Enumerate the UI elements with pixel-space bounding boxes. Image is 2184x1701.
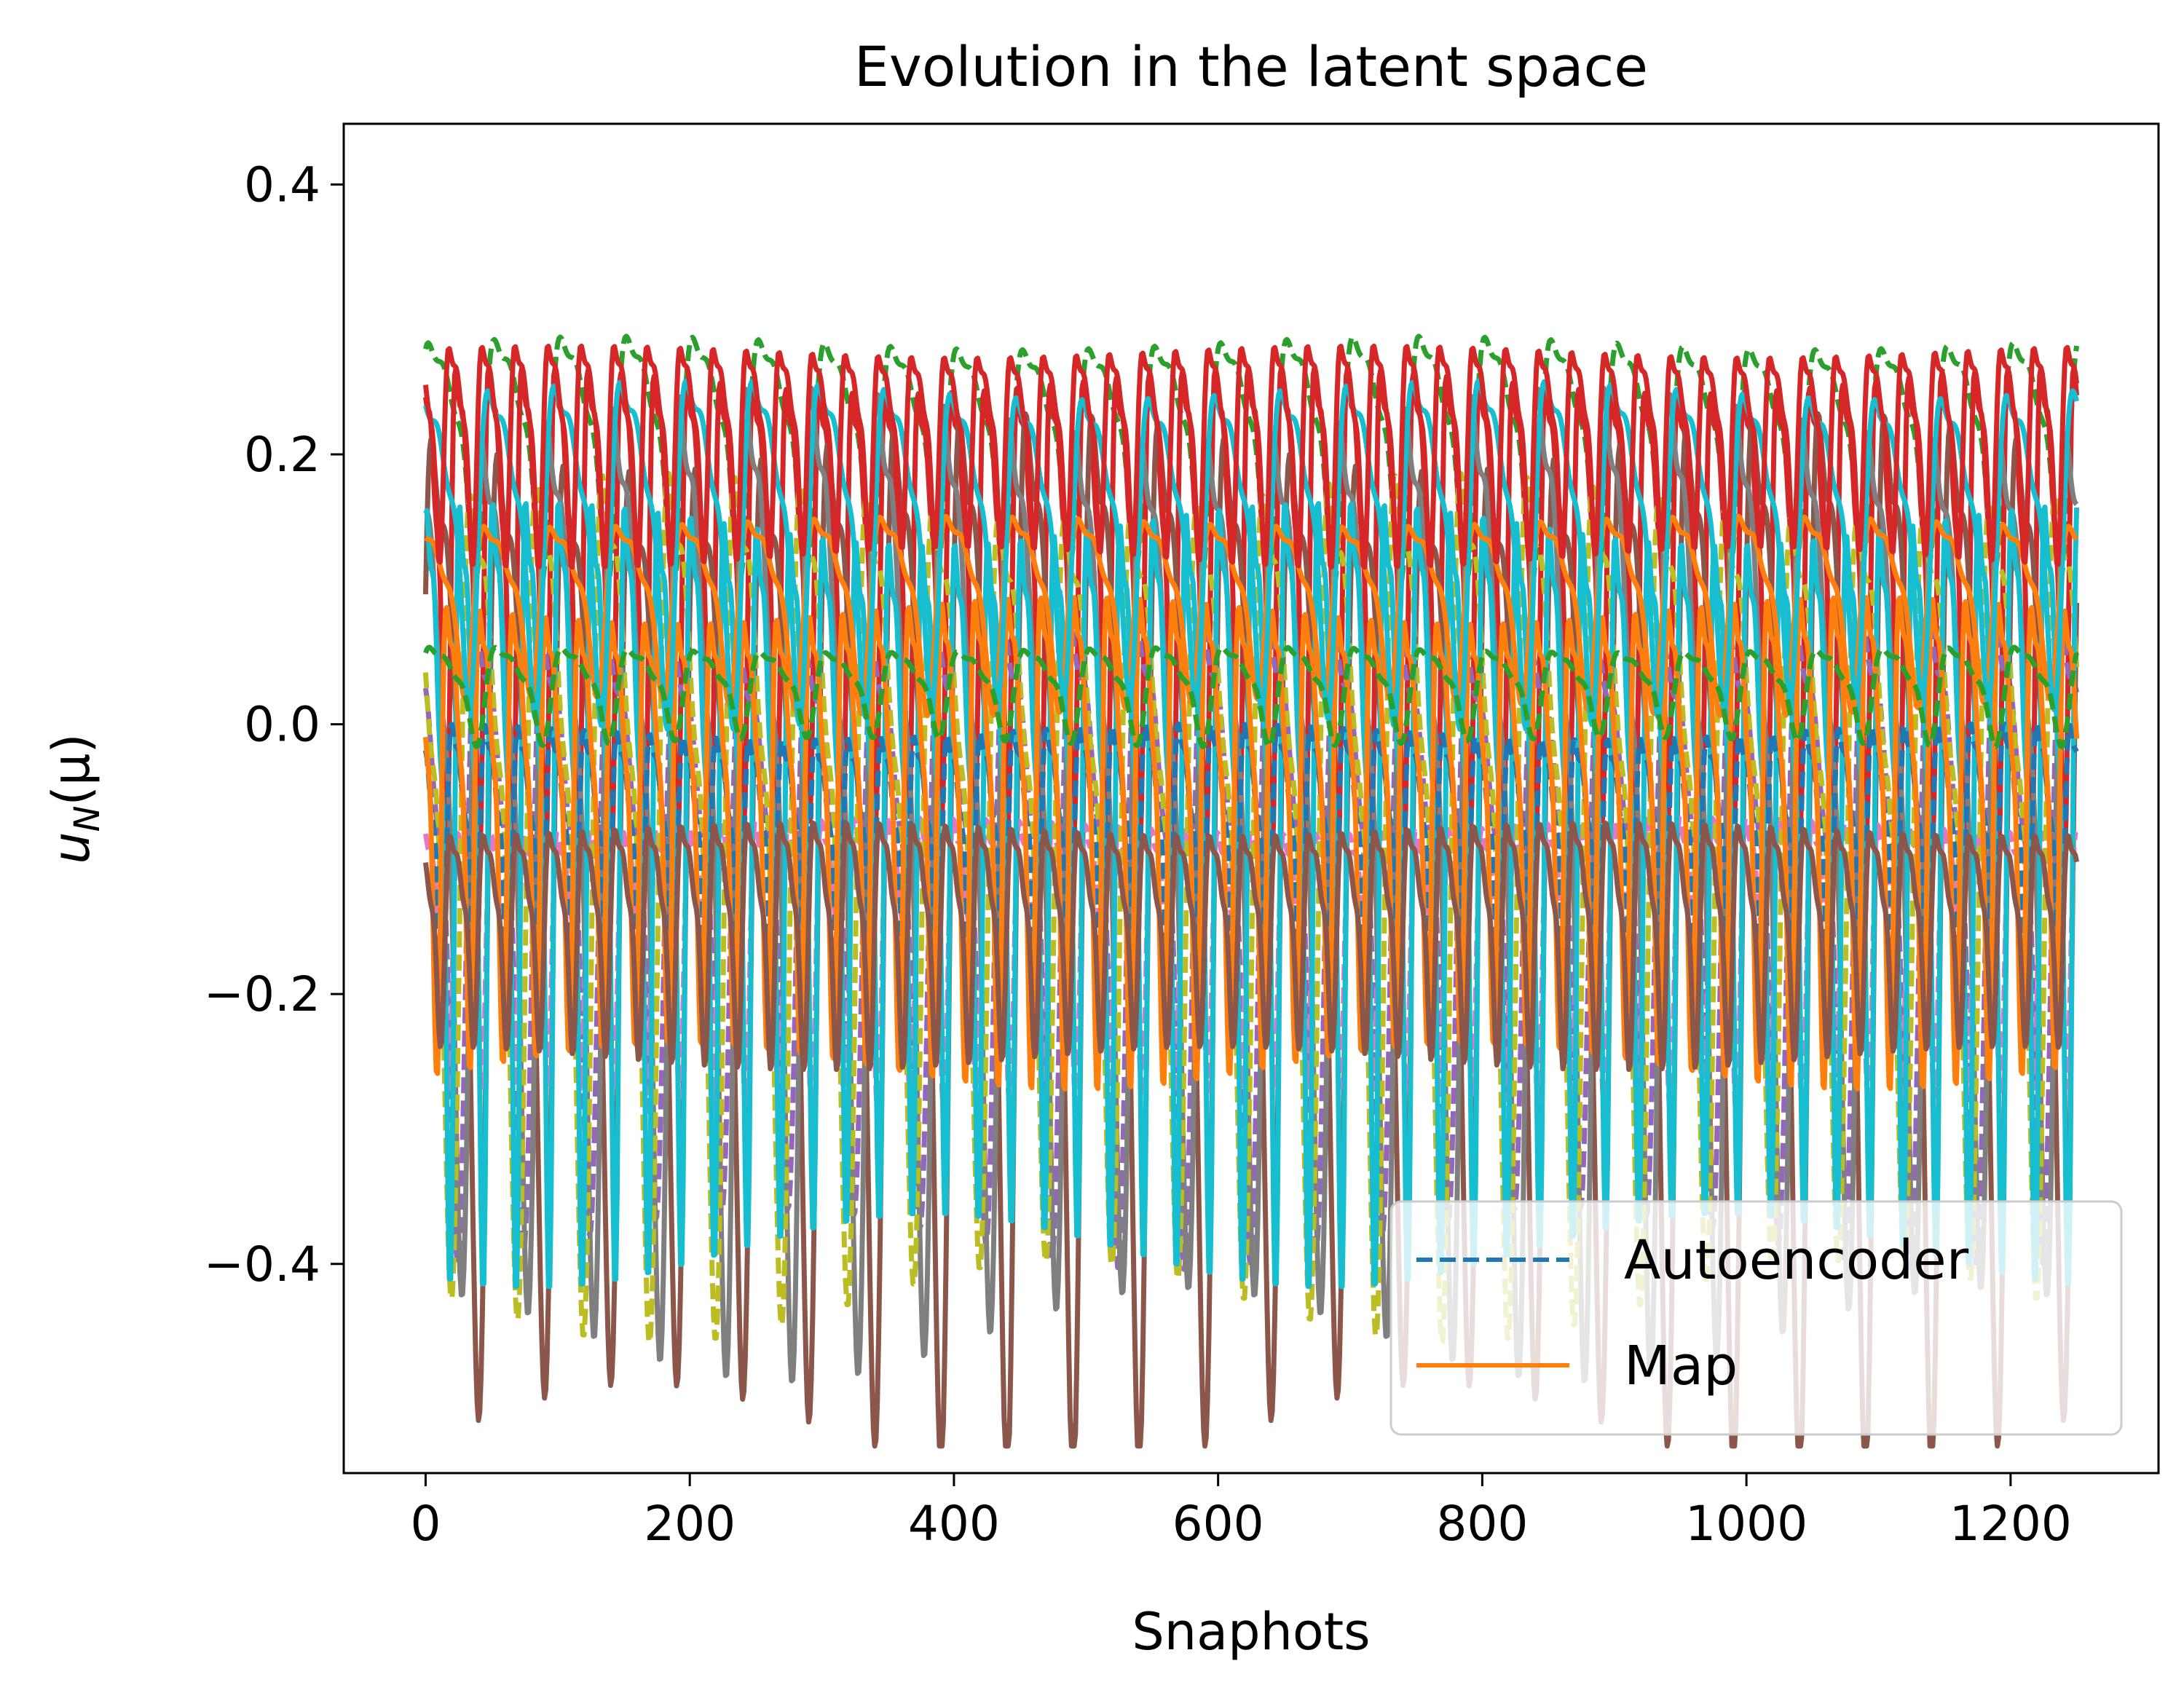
series-line-7 [422,470,2080,1345]
y-tick-label: 0.4 [244,157,320,213]
x-tick-label: 1000 [1685,1496,1807,1552]
legend-map-label: Map [1624,1335,1738,1397]
legend-autoencoder-label: Autoencoder [1624,1229,1969,1292]
x-tick-label: 1200 [1950,1496,2072,1552]
x-axis-ticks: 0 200 400 600 800 1000 1200 [410,1473,2072,1552]
x-axis-label: Snaphots [1132,1602,1370,1662]
y-axis-label-subscript: N [67,805,108,832]
y-axis-ticks: 0.4 0.2 0.0 −0.2 −0.4 [204,157,344,1292]
x-tick-label: 600 [1172,1496,1264,1552]
x-tick-label: 200 [644,1496,736,1552]
series-line-13 [423,378,2079,733]
y-axis-label: uN(μ) [42,733,108,864]
y-axis-label-base: u [42,832,101,864]
y-tick-label: −0.2 [204,966,320,1022]
legend-box [1389,1200,2123,1436]
series-layer [422,334,2080,1449]
series-line-15 [423,644,2079,749]
chart-title: Evolution in the latent space [854,34,1648,99]
y-tick-label: 0.0 [244,697,320,753]
y-tick-label: 0.2 [244,427,320,483]
series-line-12 [422,820,2080,1073]
x-tick-label: 400 [908,1496,1000,1552]
y-axis-label-argument: (μ) [42,733,101,805]
y-tick-label: −0.4 [204,1236,320,1292]
legend: Autoencoder Map [1389,1200,2123,1436]
series-line-8 [423,501,2080,1290]
series-line-14 [422,343,2080,570]
plot-frame [342,122,2160,1475]
x-tick-label: 0 [410,1496,441,1552]
x-tick-label: 800 [1436,1496,1528,1552]
